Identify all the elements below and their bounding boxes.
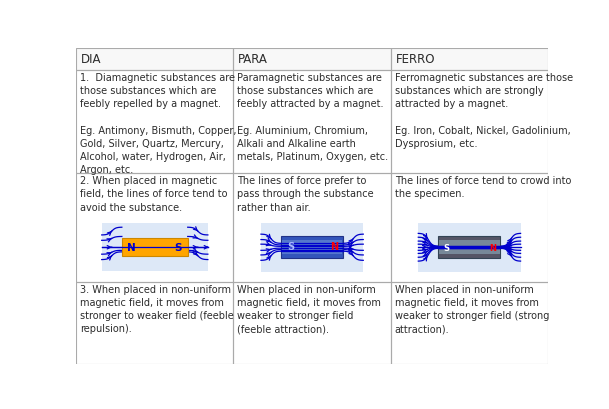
Bar — [122, 238, 188, 257]
Bar — [281, 237, 343, 258]
Text: PARA: PARA — [238, 53, 268, 66]
Bar — [233, 49, 391, 71]
Text: When placed in non-uniform
magnetic field, it moves from
weaker to stronger fiel: When placed in non-uniform magnetic fiel… — [395, 284, 549, 334]
Text: S: S — [287, 241, 294, 251]
Text: S: S — [175, 243, 182, 253]
Bar — [261, 223, 363, 272]
Bar — [439, 246, 499, 249]
Bar — [391, 173, 548, 282]
Bar — [391, 71, 548, 173]
Bar — [282, 241, 342, 254]
Text: 2. When placed in magnetic
field, the lines of force tend to
avoid the substance: 2. When placed in magnetic field, the li… — [80, 176, 228, 212]
Bar — [76, 49, 233, 71]
Bar — [233, 173, 391, 282]
Bar — [233, 282, 391, 364]
Text: N: N — [127, 243, 136, 253]
Text: Ferromagnetic substances are those
substances which are strongly
attracted by a : Ferromagnetic substances are those subst… — [395, 73, 573, 149]
Text: 3. When placed in non-uniform
magnetic field, it moves from
stronger to weaker f: 3. When placed in non-uniform magnetic f… — [80, 284, 234, 334]
Text: 1.  Diamagnetic substances are
those substances which are
feebly repelled by a m: 1. Diamagnetic substances are those subs… — [80, 73, 236, 175]
Bar — [391, 282, 548, 364]
Bar — [438, 237, 501, 258]
Bar — [233, 49, 391, 71]
Text: The lines of force tend to crowd into
the specimen.: The lines of force tend to crowd into th… — [395, 176, 571, 199]
Bar — [418, 223, 521, 272]
Text: N: N — [329, 241, 338, 251]
Bar — [391, 49, 548, 71]
Bar — [76, 282, 233, 364]
Bar — [76, 49, 233, 71]
Text: S: S — [443, 243, 449, 252]
Bar — [76, 71, 233, 173]
Bar — [391, 49, 548, 71]
Bar — [233, 71, 391, 173]
Bar — [102, 224, 208, 272]
Text: FERRO: FERRO — [395, 53, 435, 66]
Text: N: N — [489, 243, 496, 252]
Bar — [76, 173, 233, 282]
Text: Paramagnetic substances are
those substances which are
feebly attracted by a mag: Paramagnetic substances are those substa… — [238, 73, 389, 162]
Text: When placed in non-uniform
magnetic field, it moves from
weaker to stronger fiel: When placed in non-uniform magnetic fiel… — [238, 284, 381, 334]
Text: The lines of force prefer to
pass through the substance
rather than air.: The lines of force prefer to pass throug… — [238, 176, 374, 212]
Bar — [439, 241, 499, 254]
Text: DIA: DIA — [81, 53, 101, 66]
